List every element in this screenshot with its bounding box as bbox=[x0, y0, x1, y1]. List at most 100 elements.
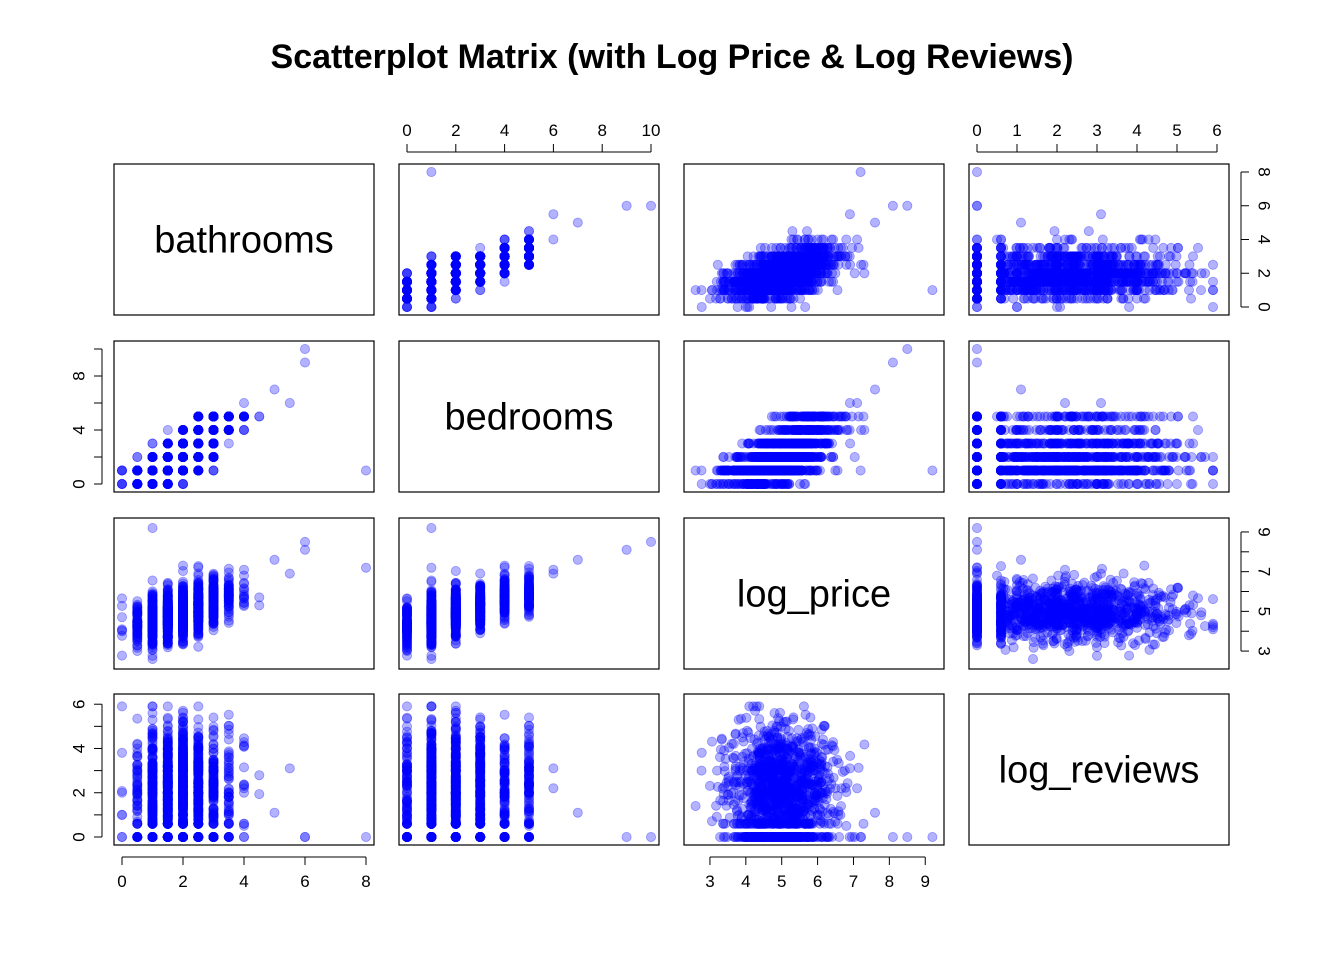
data-point bbox=[401, 268, 412, 279]
data-point bbox=[524, 226, 535, 237]
data-point bbox=[299, 357, 310, 368]
data-point bbox=[705, 293, 716, 304]
data-point bbox=[1158, 242, 1169, 253]
data-point bbox=[783, 285, 794, 296]
data-point bbox=[450, 268, 461, 279]
data-point bbox=[766, 301, 777, 312]
data-point bbox=[818, 259, 829, 270]
data-point bbox=[426, 268, 437, 279]
data-point bbox=[475, 268, 486, 279]
data-point bbox=[795, 293, 806, 304]
data-point bbox=[719, 276, 730, 287]
data-point bbox=[401, 285, 412, 296]
data-point bbox=[730, 276, 741, 287]
data-point bbox=[401, 276, 412, 287]
data-point bbox=[1147, 268, 1158, 279]
data-point bbox=[450, 268, 461, 279]
data-point bbox=[426, 285, 437, 296]
data-point bbox=[805, 285, 816, 296]
data-point bbox=[499, 242, 510, 253]
data-point bbox=[117, 465, 128, 476]
data-point bbox=[742, 251, 753, 262]
data-point bbox=[1059, 242, 1070, 253]
data-point bbox=[475, 285, 486, 296]
data-point bbox=[450, 276, 461, 287]
data-point bbox=[426, 268, 437, 279]
data-point bbox=[762, 259, 773, 270]
data-point bbox=[1092, 268, 1103, 279]
data-point bbox=[902, 200, 913, 211]
data-point bbox=[450, 276, 461, 287]
data-point bbox=[401, 285, 412, 296]
data-point bbox=[426, 276, 437, 287]
data-point bbox=[426, 268, 437, 279]
data-point bbox=[1106, 268, 1117, 279]
data-point bbox=[1184, 285, 1195, 296]
data-point bbox=[450, 285, 461, 296]
data-point bbox=[475, 259, 486, 270]
data-point bbox=[853, 242, 864, 253]
data-point bbox=[781, 268, 792, 279]
data-point bbox=[450, 268, 461, 279]
data-point bbox=[1141, 276, 1152, 287]
data-point bbox=[787, 276, 798, 287]
data-point bbox=[771, 268, 782, 279]
diagonal-label-bathrooms: bathrooms bbox=[154, 220, 334, 262]
data-point bbox=[450, 276, 461, 287]
data-point bbox=[450, 276, 461, 287]
data-point bbox=[499, 251, 510, 262]
data-point bbox=[426, 293, 437, 304]
data-point bbox=[1073, 268, 1084, 279]
data-point bbox=[1138, 251, 1149, 262]
data-point bbox=[1173, 242, 1184, 253]
data-point bbox=[755, 242, 766, 253]
data-point bbox=[524, 251, 535, 262]
data-point bbox=[1124, 301, 1135, 312]
data-point bbox=[1096, 209, 1107, 220]
data-point bbox=[742, 268, 753, 279]
data-point bbox=[524, 242, 535, 253]
data-point bbox=[1057, 285, 1068, 296]
data-point bbox=[770, 285, 781, 296]
data-point bbox=[752, 259, 763, 270]
data-point bbox=[450, 268, 461, 279]
data-point bbox=[426, 285, 437, 296]
data-point bbox=[723, 285, 734, 296]
data-point bbox=[1149, 285, 1160, 296]
data-point bbox=[426, 268, 437, 279]
data-point bbox=[1132, 268, 1143, 279]
data-point bbox=[426, 276, 437, 287]
data-point bbox=[1196, 285, 1207, 296]
data-point bbox=[426, 268, 437, 279]
data-point bbox=[742, 301, 753, 312]
data-point bbox=[1076, 285, 1087, 296]
data-point bbox=[475, 259, 486, 270]
scatter-panel-bathrooms-vs-log_reviews bbox=[972, 166, 1219, 312]
data-point bbox=[475, 259, 486, 270]
data-point bbox=[1016, 285, 1027, 296]
data-point bbox=[841, 259, 852, 270]
data-point bbox=[401, 285, 412, 296]
data-point bbox=[475, 259, 486, 270]
data-point bbox=[401, 293, 412, 304]
data-point bbox=[426, 293, 437, 304]
data-point bbox=[426, 285, 437, 296]
data-point bbox=[1132, 259, 1143, 270]
data-point bbox=[401, 276, 412, 287]
data-point bbox=[715, 293, 726, 304]
data-point bbox=[426, 268, 437, 279]
data-point bbox=[1200, 268, 1211, 279]
data-point bbox=[1184, 259, 1195, 270]
data-point bbox=[818, 234, 829, 245]
data-point bbox=[716, 268, 727, 279]
data-point bbox=[426, 276, 437, 287]
data-point bbox=[426, 285, 437, 296]
data-point bbox=[1108, 276, 1119, 287]
data-point bbox=[524, 242, 535, 253]
data-point bbox=[426, 285, 437, 296]
data-point bbox=[450, 293, 461, 304]
data-point bbox=[426, 285, 437, 296]
data-point bbox=[1048, 285, 1059, 296]
data-point bbox=[738, 293, 749, 304]
